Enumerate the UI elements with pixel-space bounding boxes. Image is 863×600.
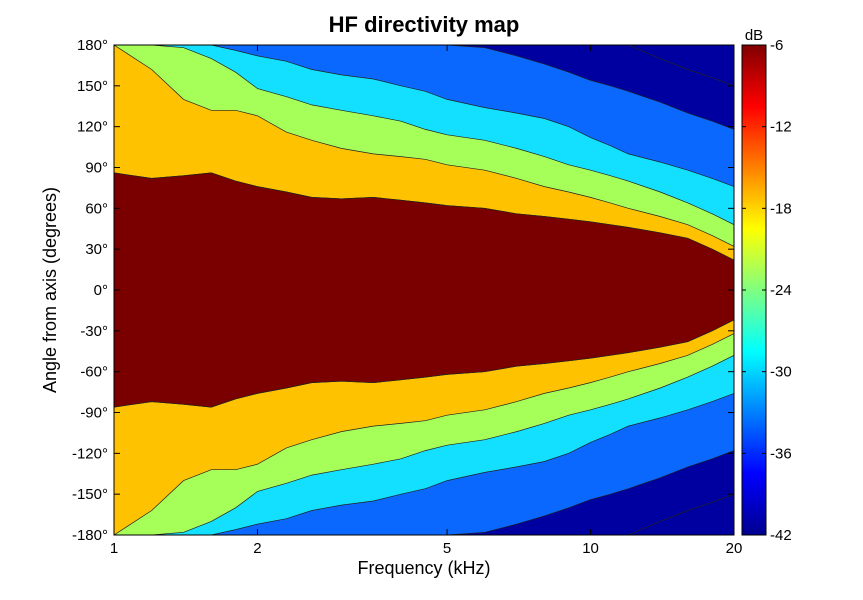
colorbar-tick-label: -6 xyxy=(770,37,783,54)
colorbar-tick-label: -12 xyxy=(770,119,792,136)
chart-title: HF directivity map xyxy=(329,12,520,37)
colorbar-tick-label: -42 xyxy=(770,527,792,544)
y-tick-label: 0° xyxy=(94,282,108,299)
y-tick-label: -30° xyxy=(80,323,108,340)
x-tick-label: 2 xyxy=(253,540,261,557)
contour-band-on-axis xyxy=(114,172,734,408)
y-tick-label: 60° xyxy=(85,200,108,217)
colorbar-tick-label: -24 xyxy=(770,282,792,299)
y-tick-label: 30° xyxy=(85,241,108,258)
colorbar-tick-label: -18 xyxy=(770,200,792,217)
x-tick-label: 20 xyxy=(726,540,743,557)
colorbar-unit-label: dB xyxy=(745,27,763,44)
y-tick-label: -60° xyxy=(80,364,108,381)
colorbar-tick-label: -30 xyxy=(770,364,792,381)
x-axis-label: Frequency (kHz) xyxy=(357,558,490,578)
x-tick-label: 10 xyxy=(582,540,599,557)
y-tick-label: -90° xyxy=(80,405,108,422)
y-tick-label: 150° xyxy=(77,78,108,95)
x-tick-label: 5 xyxy=(443,540,451,557)
y-tick-label: 180° xyxy=(77,37,108,54)
x-axis: 1 2 5 10 20 xyxy=(110,45,743,557)
x-tick-label: 1 xyxy=(110,540,118,557)
heatmap-plot-area xyxy=(114,45,734,535)
y-tick-label: 90° xyxy=(85,160,108,177)
y-tick-label: -120° xyxy=(72,445,108,462)
colorbar: dB -6 -12 -18 -24 -30 -36 -42 xyxy=(741,27,792,544)
y-axis: 180° 150° 120° 90° 60° 30° 0° -30° -60° -90° -120°… xyxy=(72,37,734,544)
colorbar-tick-label: -36 xyxy=(770,445,792,462)
y-tick-label: 120° xyxy=(77,119,108,136)
y-tick-label: -150° xyxy=(72,486,108,503)
y-axis-label: Angle from axis (degrees) xyxy=(40,187,60,393)
y-tick-label: -180° xyxy=(72,527,108,544)
